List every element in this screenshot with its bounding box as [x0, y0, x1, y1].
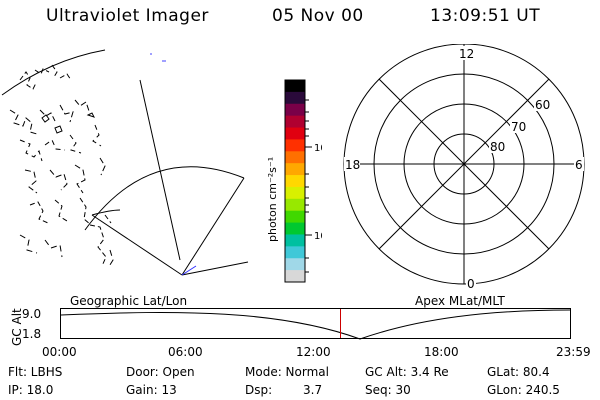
apex-polar-plot: 12 18 6 0 60 70 80: [343, 44, 585, 291]
info-gain: Gain: 13: [126, 383, 177, 397]
alt-tick-9: 9.0: [22, 307, 42, 321]
info-dsp-value: 3.7: [303, 383, 323, 397]
earth-limb-arc: [1, 49, 106, 96]
app-title: Ultraviolet Imager: [46, 6, 209, 26]
info-glon: GLon: 240.5: [487, 383, 560, 397]
intensity-colorbar: 100 10 photon cm⁻²s⁻¹: [266, 79, 322, 283]
mlt-label-12: 12: [459, 47, 474, 61]
time-tick-0000: 00:00: [42, 345, 77, 359]
label-bg: [466, 276, 476, 290]
alt-plot-frame: [60, 308, 571, 339]
time-tick-2359: 23:59: [556, 345, 591, 359]
alt-tick-1-8: 1.8: [22, 327, 42, 341]
mlt-label-0: 0: [467, 277, 475, 291]
label-bg: [574, 157, 584, 171]
colorbar-segment: [285, 234, 305, 247]
colorbar-gradient: [285, 80, 305, 283]
info-glat: GLat: 80.4: [487, 365, 550, 379]
info-flt: Flt: LBHS: [8, 365, 63, 379]
colorbar-segment: [285, 258, 305, 271]
info-gc-alt: GC Alt: 3.4 Re: [365, 365, 449, 379]
info-mode: Mode: Normal: [245, 365, 329, 379]
colorbar-segment: [285, 270, 305, 283]
label-bg: [344, 157, 360, 171]
coastline-outline: [9, 64, 114, 269]
mlat-label-80: 80: [490, 140, 505, 154]
altitude-curve: [60, 309, 571, 340]
info-seq: Seq: 30: [365, 383, 411, 397]
mlt-label-18: 18: [345, 158, 360, 172]
mlat-label-70: 70: [511, 120, 526, 134]
colorbar-segment: [285, 139, 305, 152]
time-tick-1800: 18:00: [424, 345, 459, 359]
viewing-geometry: [84, 79, 249, 276]
colorbar-segment: [285, 246, 305, 259]
spacecraft-direction-marker: [181, 265, 197, 276]
colorbar-frame: [284, 79, 306, 283]
colorbar-segment: [285, 115, 305, 129]
info-dsp-label: Dsp:: [245, 383, 273, 397]
label-bg: [534, 98, 552, 111]
colorbar-segment: [285, 127, 305, 140]
colorbar-tick-10: 10: [314, 231, 322, 242]
colorbar-ticks: [305, 99, 312, 273]
info-ip: IP: 18.0: [8, 383, 54, 397]
colorbar-segment: [285, 222, 305, 235]
label-bg: [458, 46, 472, 60]
mlt-label-6: 6: [575, 158, 583, 172]
altitude-strip-plot: [60, 308, 571, 340]
colorbar-segment: [285, 210, 305, 224]
colorbar-segment: [285, 151, 305, 164]
polar-grid: [343, 44, 585, 285]
colorbar-segment: [285, 198, 305, 212]
geographic-map: [1, 49, 249, 276]
label-bg: [489, 140, 507, 153]
label-bg: [510, 120, 528, 133]
colorbar-segment: [285, 91, 305, 105]
colorbar-segment: [285, 175, 305, 188]
mlat-label-60: 60: [535, 98, 550, 112]
colorbar-segment: [285, 163, 305, 176]
colorbar-segment: [285, 80, 305, 93]
date-label: 05 Nov 00: [272, 6, 364, 26]
time-tick-1200: 12:00: [296, 345, 331, 359]
geographic-panel-label: Geographic Lat/Lon: [70, 294, 188, 308]
colorbar-tick-100: 100: [314, 143, 322, 154]
colorbar-unit-label: photon cm⁻²s⁻¹: [266, 157, 279, 242]
time-tick-0600: 06:00: [168, 345, 203, 359]
apex-panel-label: Apex MLat/MLT: [415, 294, 505, 308]
colorbar-segment: [285, 103, 305, 117]
colorbar-segment: [285, 186, 305, 200]
time-label: 13:09:51 UT: [430, 6, 541, 26]
info-door: Door: Open: [126, 365, 195, 379]
